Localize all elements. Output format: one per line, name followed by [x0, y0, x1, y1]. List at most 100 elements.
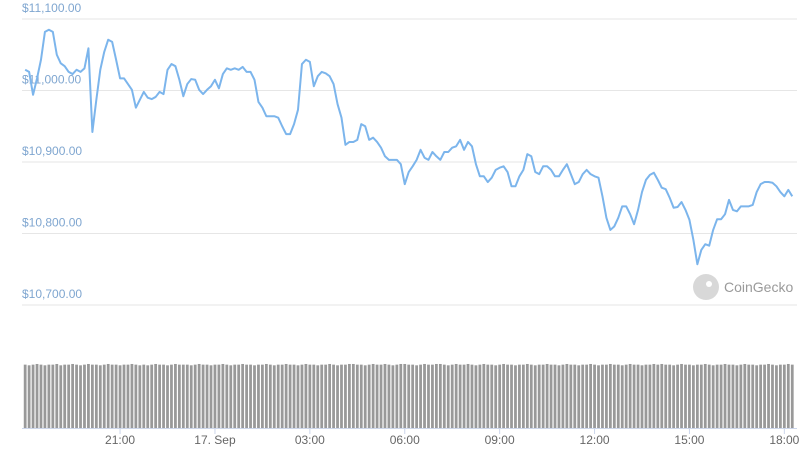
volume-bar: [466, 363, 470, 428]
volume-bar: [684, 364, 687, 428]
volume-bar: [126, 364, 130, 428]
volume-bar: [403, 363, 407, 428]
volume-bar: [442, 364, 446, 428]
volume-bar: [363, 365, 367, 428]
volume-bar: [43, 365, 47, 428]
volume-bar: [529, 364, 533, 428]
volume-bar: [771, 364, 774, 428]
volume-bar: [142, 364, 146, 428]
volume-bar: [648, 364, 652, 428]
volume-bar: [431, 364, 434, 428]
volume-bar: [31, 364, 35, 428]
volume-bar: [146, 365, 150, 428]
x-tick-label: 12:00: [580, 433, 610, 447]
volume-bar: [276, 364, 280, 428]
volume-bar: [703, 363, 707, 428]
y-tick-label: $10,800.00: [22, 216, 82, 230]
volume-bar: [35, 363, 39, 428]
volume-bar: [217, 364, 221, 428]
volume-bar: [660, 363, 664, 428]
volume-bar: [185, 364, 189, 428]
volume-bar: [102, 364, 106, 428]
volume-bar: [612, 364, 616, 428]
volume-bar: [98, 365, 102, 428]
volume-bar: [375, 364, 379, 428]
volume-bar: [177, 364, 181, 428]
volume-bar: [458, 364, 462, 428]
volume-bar: [676, 364, 679, 428]
volume-bar: [328, 363, 332, 428]
volume-bar: [130, 363, 134, 428]
volume-bar: [731, 364, 735, 428]
volume-bar: [470, 364, 474, 428]
volume-bar: [759, 364, 763, 428]
volume-bar: [545, 363, 549, 428]
volume-bar: [549, 364, 553, 428]
volume-bar: [221, 363, 225, 428]
volume-bar: [608, 363, 612, 428]
volume-bar: [170, 364, 173, 428]
volume-bar: [122, 364, 126, 428]
volume-bar: [605, 364, 608, 428]
watermark-logo: [693, 274, 719, 300]
y-tick-label: $10,900.00: [22, 144, 82, 158]
volume-bar: [241, 363, 245, 428]
volume-bar: [292, 364, 296, 428]
volume-bar: [336, 365, 339, 428]
volume-bar: [624, 364, 628, 428]
volume-bar: [692, 365, 695, 428]
volume-bar: [114, 364, 118, 428]
volume-bar: [533, 365, 537, 428]
volume-bar: [695, 364, 699, 428]
volume-bar: [767, 363, 770, 428]
volume-bar: [383, 363, 387, 428]
volume-bar: [249, 364, 252, 428]
volume-bar: [181, 364, 185, 428]
volume-bar: [209, 365, 213, 428]
volume-bar: [395, 364, 399, 428]
volume-bar: [506, 364, 509, 428]
volume-bar: [727, 364, 731, 428]
volume-bar: [23, 364, 27, 428]
volume-bar: [296, 365, 300, 428]
volume-bar: [688, 364, 691, 428]
volume-bar: [233, 364, 237, 428]
price-line: [24, 28, 794, 266]
volume-bar: [537, 364, 541, 428]
volume-bar: [90, 364, 94, 428]
volume-bar: [304, 363, 308, 428]
volume-bar: [450, 364, 454, 428]
volume-bar: [565, 363, 569, 428]
volume-bar: [699, 364, 703, 428]
volume-bar: [55, 363, 59, 428]
volume-bar: [229, 365, 233, 428]
x-tick-label: 18:00: [769, 433, 799, 447]
volume-bar: [324, 364, 328, 428]
volume-bar: [150, 364, 154, 428]
volume-bar: [83, 364, 86, 428]
volume-bar: [427, 364, 430, 428]
volume-bar: [601, 364, 604, 428]
watermark: CoinGecko: [724, 279, 793, 295]
volume-bar: [514, 365, 517, 428]
volume-bar: [118, 365, 122, 428]
volume-bar: [462, 364, 466, 428]
volume-bar: [644, 364, 648, 428]
volume-bar: [490, 364, 494, 428]
volume-bar: [775, 365, 778, 428]
volume-bar: [245, 364, 248, 428]
volume-bar: [106, 363, 110, 428]
x-tick-label: 03:00: [295, 433, 325, 447]
volume-bar: [577, 365, 581, 428]
volume-bar: [94, 364, 98, 428]
x-tick-label: 06:00: [390, 433, 420, 447]
volume-bar: [640, 365, 644, 428]
volume-bar: [525, 363, 529, 428]
volume-bar: [272, 365, 276, 428]
volume-bar: [478, 364, 482, 428]
volume-bar: [300, 364, 304, 428]
x-tick-label: 09:00: [485, 433, 515, 447]
volume-bar: [711, 365, 715, 428]
y-tick-label: $11,100.00: [22, 1, 81, 15]
